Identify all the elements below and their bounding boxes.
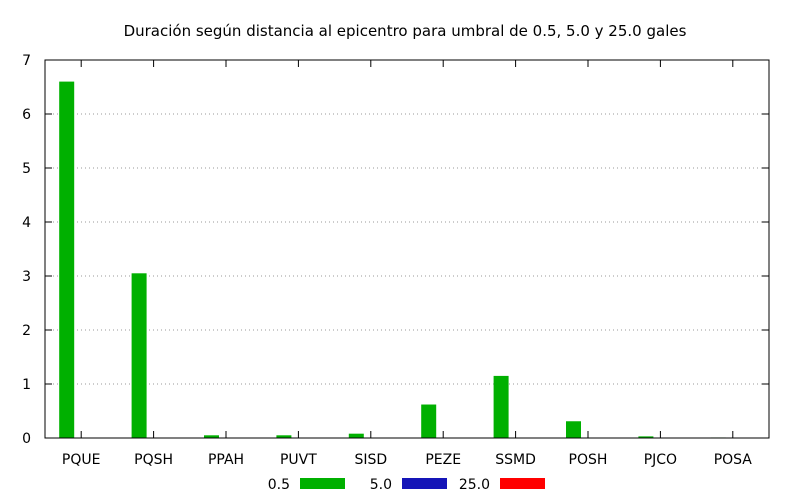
- x-tick-label: PQSH: [134, 452, 173, 468]
- x-tick-label: SISD: [354, 452, 387, 468]
- legend: 0.5 5.0 25.0: [268, 477, 545, 493]
- y-tick-label: 7: [22, 53, 31, 69]
- bar-0.5-sisd: [348, 433, 364, 438]
- bars: [59, 81, 726, 438]
- y-tick-label: 1: [22, 377, 31, 393]
- y-tick-label: 4: [22, 215, 31, 231]
- bar-0.5-peze: [421, 404, 437, 438]
- plot-frame: [44, 59, 770, 439]
- legend-swatch: [402, 478, 447, 489]
- bar-0.5-pqsh: [131, 273, 147, 438]
- x-tick-label: PUVT: [280, 452, 317, 468]
- y-tick-label: 3: [22, 269, 31, 285]
- x-tick-label: SSMD: [495, 452, 536, 468]
- legend-label: 5.0: [370, 477, 392, 493]
- bar-0.5-posh: [566, 421, 581, 438]
- bar-0.5-pque: [59, 81, 75, 438]
- axis-ticks: [45, 59, 769, 439]
- x-tick-label: POSH: [569, 452, 608, 468]
- y-tick-label: 5: [22, 161, 31, 177]
- bar-0.5-ppah: [204, 435, 219, 438]
- grid-lines: [45, 113, 769, 385]
- x-tick-label: PPAH: [208, 452, 244, 468]
- y-tick-label: 0: [22, 431, 31, 447]
- x-tick-label: PEZE: [425, 452, 461, 468]
- x-tick-label: PJCO: [644, 452, 677, 468]
- y-tick-label: 6: [22, 107, 31, 123]
- bar-0.5-ssmd: [493, 375, 509, 438]
- chart-title: Duración según distancia al epicentro pa…: [124, 22, 687, 40]
- legend-swatch: [300, 478, 345, 489]
- x-tick-label: PQUE: [62, 452, 101, 468]
- bar-0.5-pjco: [638, 436, 654, 438]
- legend-label: 25.0: [459, 477, 490, 493]
- legend-label: 0.5: [268, 477, 290, 493]
- bar-0.5-puvt: [276, 435, 292, 438]
- legend-swatch: [500, 478, 545, 489]
- x-tick-label: POSA: [714, 452, 753, 468]
- y-tick-label: 2: [22, 323, 31, 339]
- y-axis-tick-labels: 0 1 2 3 4 5 6 7: [22, 53, 31, 447]
- x-axis-tick-labels: PQUE PQSH PPAH PUVT SISD PEZE SSMD POSH PJCO POSA: [62, 452, 752, 468]
